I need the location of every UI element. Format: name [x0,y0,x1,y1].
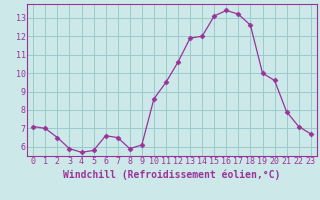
X-axis label: Windchill (Refroidissement éolien,°C): Windchill (Refroidissement éolien,°C) [63,169,281,180]
